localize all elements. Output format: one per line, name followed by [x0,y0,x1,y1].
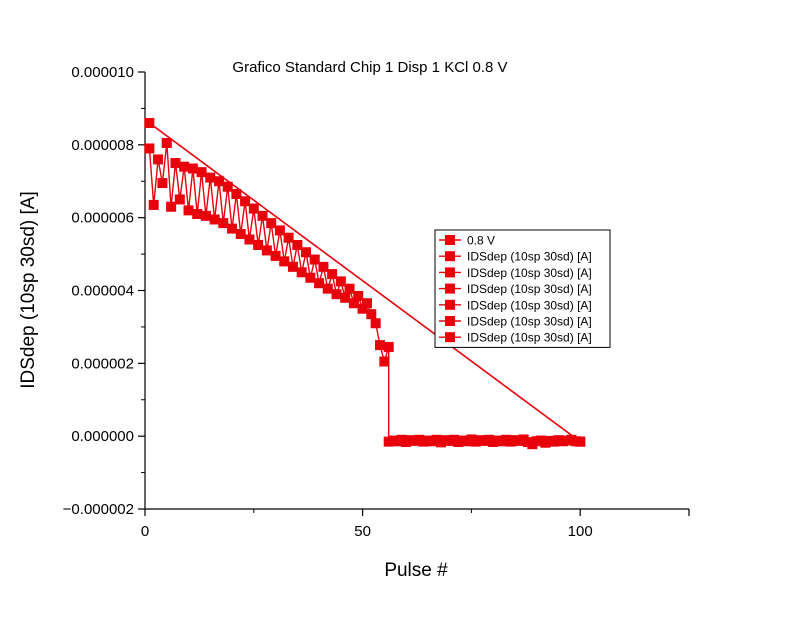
series-layer [144,117,586,450]
data-point [183,205,194,216]
data-point [244,234,255,245]
data-point [231,188,242,199]
data-point [227,223,238,234]
data-point [335,276,346,287]
legend-swatch [445,299,455,310]
legend-entry: IDSdep (10sp 30sd) [A] [467,315,592,329]
data-point [266,218,277,229]
series-line [148,122,581,443]
data-point [209,214,220,225]
data-point [575,436,586,447]
data-point [283,232,294,243]
data-point [253,239,264,250]
data-point [318,261,329,272]
data-point [348,298,359,309]
y-tick-label: 0.000004 [71,283,134,300]
data-point [222,181,233,192]
data-point [340,292,351,303]
data-point [274,225,285,236]
y-tick-label: −0.000002 [63,501,134,518]
data-point [344,283,355,294]
data-point [270,250,281,261]
data-point [213,176,224,187]
data-point [192,209,203,220]
legend-swatch [445,283,455,294]
data-point [174,194,185,205]
legend-swatch [445,332,455,343]
y-tick-label: 0.000010 [71,64,134,81]
data-point [235,229,246,240]
legend-entry: IDSdep (10sp 30sd) [A] [467,250,592,264]
x-tick-label: 50 [354,523,371,540]
data-point [157,178,168,189]
x-tick-label: 100 [568,523,593,540]
legend-swatch [445,316,455,326]
data-point [357,303,368,314]
x-tick-label: 0 [141,523,149,540]
legend-entry: IDSdep (10sp 30sd) [A] [467,331,592,345]
x-axis-label: Pulse # [384,560,448,581]
legend-swatch [445,251,455,262]
data-point [287,261,298,272]
data-point [179,161,190,172]
data-point [218,218,229,229]
y-axis-label: IDSdep (10sp 30sd) [A] [18,191,39,389]
data-point [305,272,316,283]
data-point [366,309,377,320]
data-point [379,356,390,367]
data-point [161,138,172,149]
legend-entry: IDSdep (10sp 30sd) [A] [467,298,592,312]
data-point [148,199,159,210]
legend: 0.8 V IDSdep (10sp 30sd) [A] IDSdep (10sp … [434,229,611,348]
axes-layer: −0.000002 0.000000 0.000002 0.000004 0.00000… [63,64,690,540]
data-point [196,167,207,178]
data-point [314,278,325,289]
legend-entry: 0.8 V [467,234,495,248]
chart-title: Grafico Standard Chip 1 Disp 1 KCl 0.8 V [232,59,507,76]
data-point [205,172,216,183]
y-tick-label: 0.000006 [71,210,134,227]
data-point [144,143,155,154]
data-point [240,196,251,207]
data-point [166,201,177,212]
y-tick-label: 0.000000 [71,428,134,445]
data-point [187,163,198,174]
data-point [296,267,307,278]
data-point [153,154,164,165]
data-point [331,289,342,300]
data-point [261,245,272,256]
series-1 [144,138,394,367]
data-point [375,340,386,351]
data-point [279,256,290,267]
data-point [370,318,381,329]
data-point [170,158,181,169]
y-tick-label: 0.000008 [71,137,134,154]
series-2 [383,434,586,450]
legend-box [434,229,611,348]
data-point [200,210,211,221]
data-point [248,203,259,214]
data-point [361,298,372,309]
data-point [309,254,320,265]
data-point [292,239,303,250]
data-point [353,290,364,301]
data-point [257,210,268,221]
y-tick-label: 0.000002 [71,355,134,372]
legend-entry: IDSdep (10sp 30sd) [A] [467,266,592,280]
data-point [144,117,155,128]
data-point [327,269,338,280]
legend-swatch [445,267,455,278]
legend-swatch [445,235,455,245]
data-point [301,247,312,258]
legend-entry: IDSdep (10sp 30sd) [A] [467,282,592,296]
data-point [322,283,333,294]
